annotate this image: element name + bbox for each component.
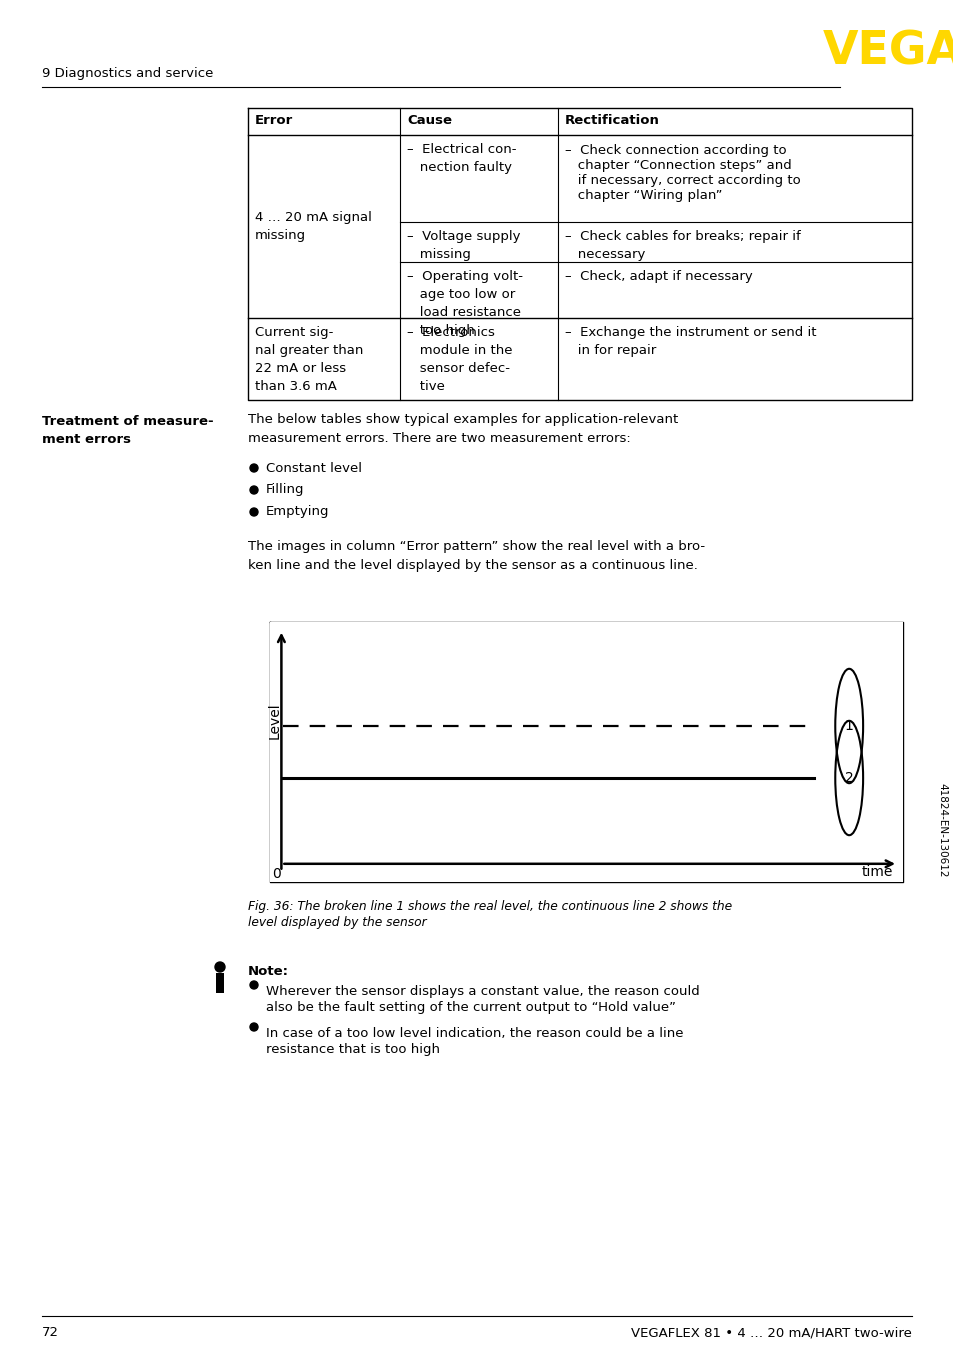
Text: Fig. 36: The broken line 1 shows the real level, the continuous line 2 shows the: Fig. 36: The broken line 1 shows the rea… — [248, 900, 731, 913]
Text: resistance that is too high: resistance that is too high — [266, 1043, 439, 1056]
Text: if necessary, correct according to: if necessary, correct according to — [564, 175, 800, 187]
Text: chapter “Connection steps” and: chapter “Connection steps” and — [564, 158, 791, 172]
Text: Cause: Cause — [407, 115, 452, 127]
Circle shape — [214, 961, 225, 972]
Text: –  Electrical con-
   nection faulty: – Electrical con- nection faulty — [407, 144, 516, 175]
Text: 2: 2 — [844, 770, 853, 785]
Text: The below tables show typical examples for application-relevant
measurement erro: The below tables show typical examples f… — [248, 413, 678, 444]
Circle shape — [250, 486, 257, 494]
Text: also be the fault setting of the current output to “Hold value”: also be the fault setting of the current… — [266, 1001, 676, 1014]
Circle shape — [250, 1024, 257, 1030]
Text: Rectification: Rectification — [564, 115, 659, 127]
Text: level displayed by the sensor: level displayed by the sensor — [248, 917, 426, 929]
Text: chapter “Wiring plan”: chapter “Wiring plan” — [564, 190, 721, 202]
Text: Current sig-
nal greater than
22 mA or less
than 3.6 mA: Current sig- nal greater than 22 mA or l… — [254, 326, 363, 393]
Text: Wherever the sensor displays a constant value, the reason could: Wherever the sensor displays a constant … — [266, 984, 699, 998]
Circle shape — [250, 508, 257, 516]
Circle shape — [250, 464, 257, 473]
Text: time: time — [862, 865, 892, 879]
Text: –  Check connection according to: – Check connection according to — [564, 144, 786, 157]
Text: –  Exchange the instrument or send it
   in for repair: – Exchange the instrument or send it in … — [564, 326, 816, 357]
Text: VEGA: VEGA — [822, 30, 953, 74]
Text: –  Voltage supply
   missing: – Voltage supply missing — [407, 230, 520, 261]
Text: Error: Error — [254, 115, 293, 127]
Text: Filling: Filling — [266, 483, 304, 497]
Text: In case of a too low level indication, the reason could be a line: In case of a too low level indication, t… — [266, 1026, 682, 1040]
Text: –  Check cables for breaks; repair if
   necessary: – Check cables for breaks; repair if nec… — [564, 230, 800, 261]
Text: –  Check, adapt if necessary: – Check, adapt if necessary — [564, 269, 752, 283]
Text: Note:: Note: — [248, 965, 289, 978]
Circle shape — [250, 982, 257, 988]
Text: –  Electronics
   module in the
   sensor defec-
   tive: – Electronics module in the sensor defec… — [407, 326, 512, 393]
Text: Emptying: Emptying — [266, 505, 329, 519]
FancyBboxPatch shape — [215, 974, 224, 992]
Text: Level: Level — [267, 703, 281, 739]
Text: Treatment of measure-
ment errors: Treatment of measure- ment errors — [42, 414, 213, 445]
Text: The images in column “Error pattern” show the real level with a bro-
ken line an: The images in column “Error pattern” sho… — [248, 540, 704, 571]
Text: –  Operating volt-
   age too low or
   load resistance
   too high: – Operating volt- age too low or load re… — [407, 269, 522, 337]
Text: 72: 72 — [42, 1326, 59, 1339]
Text: 41824-EN-130612: 41824-EN-130612 — [936, 783, 946, 877]
Text: 1: 1 — [843, 719, 853, 733]
Text: 0: 0 — [272, 868, 280, 881]
Text: 9 Diagnostics and service: 9 Diagnostics and service — [42, 68, 213, 80]
Text: 4 … 20 mA signal
missing: 4 … 20 mA signal missing — [254, 210, 372, 241]
Text: Constant level: Constant level — [266, 462, 361, 474]
Text: VEGAFLEX 81 • 4 … 20 mA/HART two-wire: VEGAFLEX 81 • 4 … 20 mA/HART two-wire — [631, 1326, 911, 1339]
